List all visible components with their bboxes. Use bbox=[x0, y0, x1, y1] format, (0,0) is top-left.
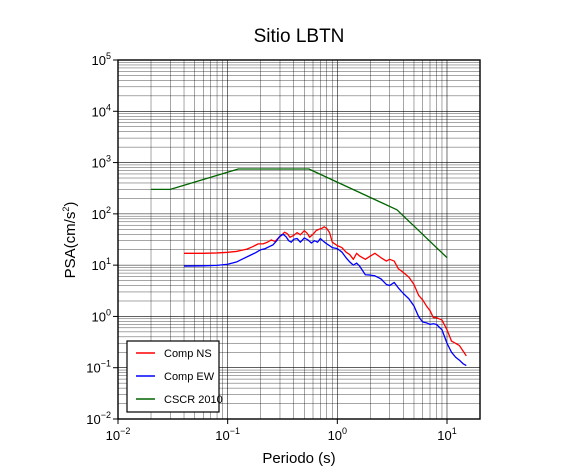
y-tick-label-exp: −1 bbox=[101, 359, 111, 369]
y-tick-label-base: 10 bbox=[92, 309, 106, 324]
y-tick-label: 102 bbox=[92, 205, 111, 222]
series-line-2 bbox=[184, 233, 467, 367]
x-tick-label: 10−2 bbox=[106, 426, 131, 443]
y-tick-label-base: 10 bbox=[92, 156, 106, 171]
y-tick-label: 105 bbox=[92, 51, 111, 68]
x-tick-label-base: 10 bbox=[437, 428, 451, 443]
y-tick-label-base: 10 bbox=[92, 207, 106, 222]
x-tick-label: 10−1 bbox=[215, 426, 240, 443]
y-axis-label-base: PSA(cm/s bbox=[62, 212, 79, 279]
x-tick-label-base: 10 bbox=[328, 428, 342, 443]
y-tick-label-exp: 3 bbox=[106, 154, 111, 164]
y-tick-label-base: 10 bbox=[92, 258, 106, 273]
x-tick-label-base: 10 bbox=[215, 428, 229, 443]
y-tick-label-exp: 1 bbox=[106, 256, 111, 266]
x-tick-label: 101 bbox=[437, 426, 456, 443]
x-tick-label-exp: −1 bbox=[230, 426, 240, 436]
y-axis-label: PSA(cm/s2) bbox=[61, 202, 79, 279]
x-tick-label: 100 bbox=[328, 426, 347, 443]
x-axis-label: Periodo (s) bbox=[262, 450, 335, 467]
chart-title: Sitio LBTN bbox=[254, 26, 345, 47]
y-tick-label-exp: 4 bbox=[106, 102, 111, 112]
y-tick-label: 10−1 bbox=[86, 359, 111, 376]
series-layer bbox=[151, 168, 467, 367]
y-axis-label-tail: ) bbox=[62, 202, 79, 207]
legend: Comp NS Comp EW CSCR 2010 bbox=[126, 340, 223, 413]
y-tick-label-exp: 2 bbox=[106, 205, 111, 215]
y-axis-label-sup: 2 bbox=[61, 207, 71, 212]
legend-label-1: Comp NS bbox=[164, 348, 212, 360]
x-tick-label-exp: 0 bbox=[342, 426, 347, 436]
y-tick-label-base: 10 bbox=[92, 53, 106, 68]
y-tick-label-base: 10 bbox=[86, 361, 100, 376]
x-tick-label-exp: −2 bbox=[120, 426, 130, 436]
plot-frame bbox=[117, 59, 481, 420]
y-tick-label: 101 bbox=[92, 256, 111, 273]
legend-label-3: CSCR 2010 bbox=[164, 394, 223, 406]
series-line-3 bbox=[151, 168, 448, 259]
y-tick-label: 100 bbox=[92, 307, 111, 324]
series-line-1 bbox=[184, 226, 467, 357]
y-tick-label-exp: −2 bbox=[101, 410, 111, 420]
x-tick-label-exp: 1 bbox=[452, 426, 457, 436]
y-tick-label-base: 10 bbox=[86, 412, 100, 427]
y-tick-label: 10−2 bbox=[86, 410, 111, 427]
legend-label-2: Comp EW bbox=[164, 371, 215, 383]
y-tick-label-exp: 0 bbox=[106, 307, 111, 317]
y-tick-label-exp: 5 bbox=[106, 51, 111, 61]
y-tick-label: 103 bbox=[92, 154, 111, 171]
y-tick-label: 104 bbox=[92, 102, 111, 119]
y-tick-label-base: 10 bbox=[92, 104, 106, 119]
x-tick-label-base: 10 bbox=[106, 428, 120, 443]
